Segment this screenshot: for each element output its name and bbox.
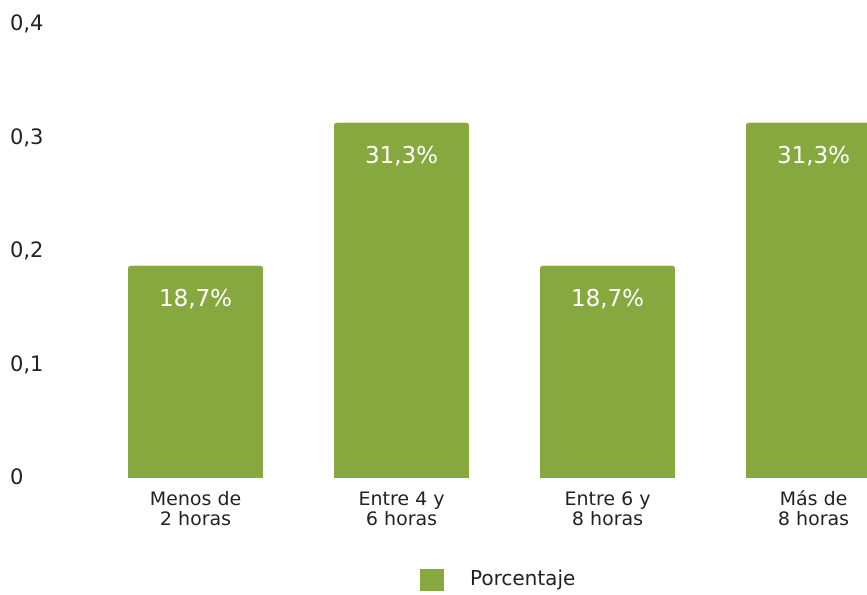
bar	[334, 122, 469, 479]
data-label: 31,3%	[776, 142, 851, 169]
y-tick-label: 0	[10, 465, 24, 489]
y-tick-label: 0,1	[10, 351, 44, 376]
bar	[128, 265, 263, 478]
legend-label: Porcentaje	[470, 566, 576, 590]
x-tick-label: Entre 4 y 6 horas	[358, 488, 445, 530]
bar	[746, 122, 867, 478]
data-label: 18,7%	[158, 285, 233, 312]
y-tick-label: 0,4	[10, 11, 44, 35]
x-tick-label: Más de 8 horas	[777, 488, 850, 530]
x-tick-label: Entre 6 y 8 horas	[564, 488, 651, 530]
bar	[540, 265, 675, 478]
data-label: 18,7%	[570, 285, 645, 312]
x-tick-label: Menos de 2 horas	[149, 488, 242, 530]
legend-swatch	[420, 569, 444, 591]
data-label: 31,3%	[364, 142, 439, 169]
y-tick-label: 0,3	[10, 124, 44, 149]
y-tick-label: 0,2	[10, 238, 44, 262]
